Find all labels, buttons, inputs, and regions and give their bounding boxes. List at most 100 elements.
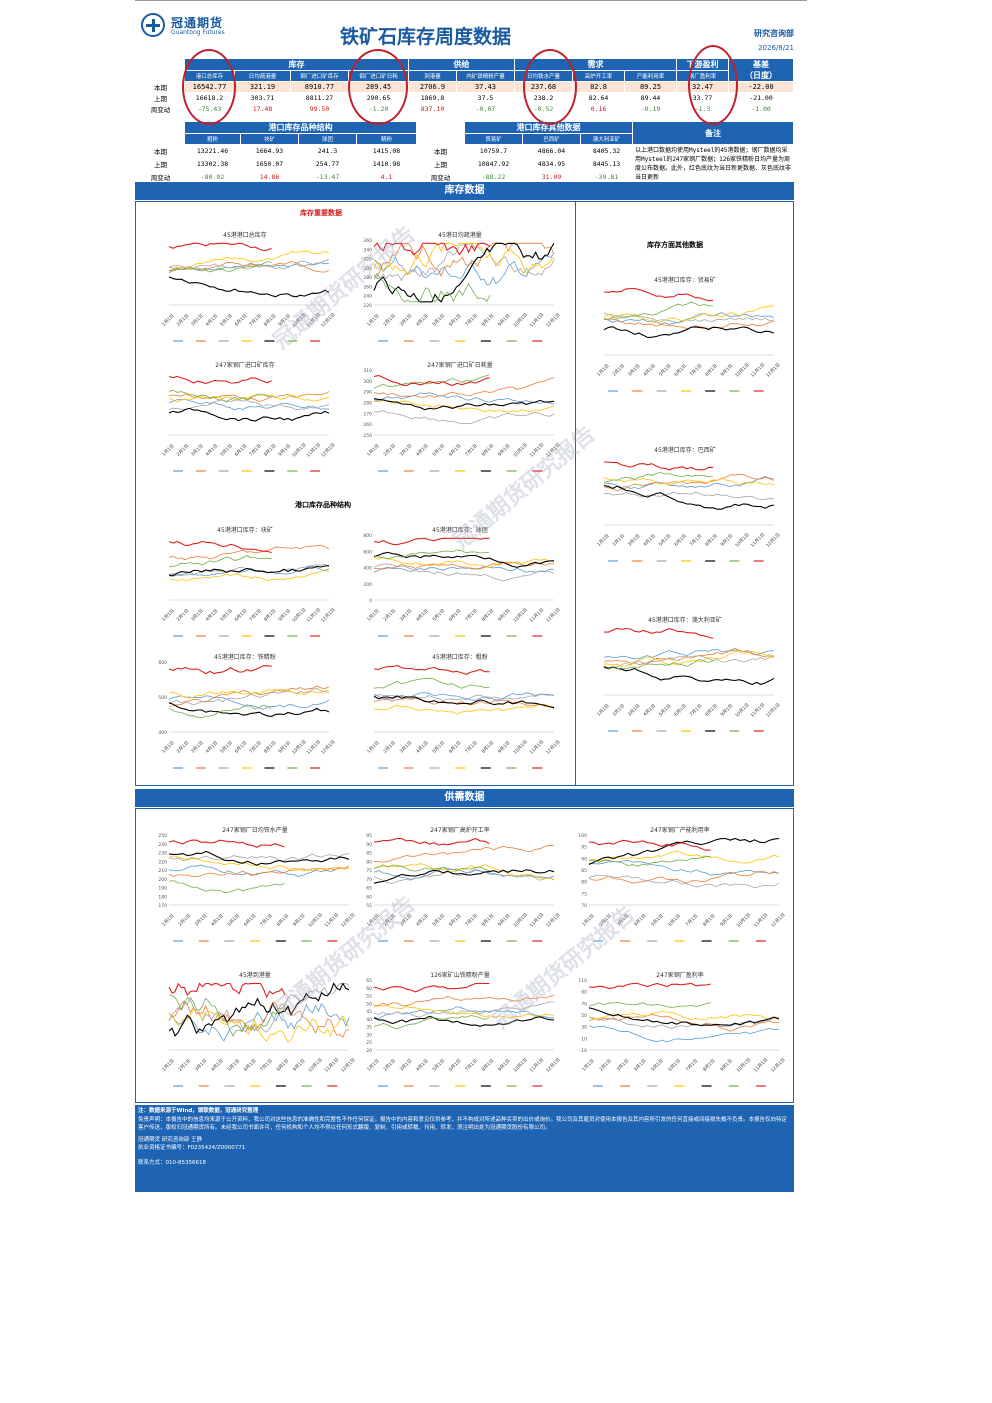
- x-tick-label: 12月1日: [545, 312, 560, 329]
- column-header: 粗粉: [184, 133, 241, 145]
- series-line: [588, 839, 711, 851]
- column-header: 贸易矿: [464, 133, 523, 145]
- table-cell: 321.19: [234, 81, 291, 93]
- x-tick-label: 6月1日: [234, 313, 249, 328]
- chart-plot: 1月1日 2月1日 3月1日 4月1日 5月1日 6月1日 7月1日 8月1日 9月1日 10月1…: [161, 540, 335, 637]
- section-inventory: 库存数据: [135, 182, 794, 200]
- y-tick-label: 110: [578, 978, 587, 984]
- row-label: 周变动: [136, 170, 185, 184]
- corner-cell: [136, 58, 185, 82]
- table-cell: 1664.93: [240, 144, 299, 158]
- y-tick-label: 30: [366, 1032, 372, 1038]
- chart-c15: 45港到港量 1月1日 2月1日 3月1日 4月1日 5月1日 6月1日 7月1日 8月1日 9月…: [155, 970, 355, 1090]
- chart-plot: 1月1日 2月1日 3月1日 4月1日 5月1日 6月1日 7月1日 8月1日 9月1日 10月1…: [161, 242, 335, 342]
- x-tick-label: 9月1日: [719, 913, 734, 928]
- structure-subtitle: 港口库存品种结构: [295, 501, 351, 509]
- x-tick-label: 2月1日: [177, 1058, 192, 1073]
- series-line: [168, 880, 285, 894]
- chart-title: 45港日均疏港量: [438, 232, 482, 239]
- x-tick-label: 10月1日: [734, 532, 751, 549]
- highlight-circle: [688, 45, 738, 125]
- y-tick-label: 100: [578, 833, 587, 839]
- x-tick-label: 6月1日: [234, 740, 249, 755]
- x-tick-label: 8月1日: [704, 363, 719, 378]
- series-line: [373, 677, 490, 689]
- x-tick-label: 5月1日: [650, 913, 665, 928]
- x-tick-label: 6月1日: [234, 608, 249, 623]
- x-tick-label: 9月1日: [277, 608, 292, 623]
- x-tick-label: 4月1日: [210, 913, 225, 928]
- series-line: [373, 549, 490, 560]
- table-cell: 1869.8: [408, 92, 457, 104]
- x-tick-label: 9月1日: [497, 740, 512, 755]
- x-tick-label: 4月1日: [205, 313, 220, 328]
- y-tick-label: 270: [363, 411, 372, 417]
- chart-title: 247家钢厂盈利率: [656, 972, 704, 979]
- chart-title: 45港港口库存：粗粉: [432, 654, 488, 661]
- series-line: [168, 855, 350, 872]
- x-tick-label: 2月1日: [382, 443, 397, 458]
- column-header: 内矿铁精粉产量: [456, 70, 515, 82]
- series-line: [168, 1003, 350, 1042]
- series-line: [603, 655, 775, 669]
- highlight-circle: [348, 49, 408, 125]
- series-line: [373, 664, 490, 675]
- x-tick-label: 8月1日: [704, 533, 719, 548]
- x-tick-label: 7月1日: [248, 443, 263, 458]
- series-line: [168, 563, 330, 576]
- x-tick-label: 11月1日: [324, 912, 341, 929]
- y-tick-label: 80: [581, 880, 587, 886]
- data-source: 注：数据来源于Wind，钢联数据，冠通研究整理: [138, 1108, 259, 1114]
- x-tick-label: 4月1日: [415, 313, 430, 328]
- series-line: [603, 627, 714, 639]
- y-tick-label: 60: [366, 894, 372, 900]
- x-tick-label: 5月1日: [658, 363, 673, 378]
- top-rule: [135, 0, 807, 1]
- table-cell: 10759.7: [464, 144, 523, 158]
- department: 研究咨询部: [754, 29, 794, 38]
- y-tick-label: 95: [581, 845, 587, 851]
- column-header: 球团: [298, 133, 357, 145]
- chart-title: 45港港口库存：贸易矿: [654, 277, 716, 284]
- y-tick-label: 10: [581, 1036, 587, 1042]
- table-cell: 1410.98: [356, 157, 417, 171]
- series-line: [168, 569, 330, 582]
- x-tick-label: 2月1日: [176, 443, 191, 458]
- y-tick-label: -10: [580, 1048, 587, 1054]
- x-tick-label: 7月1日: [685, 1058, 700, 1073]
- chart-c17: 247家钢厂盈利率 110 90 70 50 30 10 -10 1月1日 2月1日 3月1日 4月1…: [575, 970, 785, 1090]
- series-line: [168, 261, 330, 273]
- x-tick-label: 10月1日: [512, 739, 529, 756]
- series-line: [373, 704, 555, 715]
- series-line: [373, 563, 555, 582]
- table-cell: 303.71: [234, 92, 291, 104]
- y-tick-label: 65: [366, 978, 372, 984]
- series-line: [373, 692, 555, 701]
- series-line: [168, 982, 350, 1037]
- x-tick-label: 3月1日: [399, 740, 414, 755]
- x-tick-label: 5月1日: [431, 313, 446, 328]
- chart-c9: 45港港口库存：贸易矿 1月1日 2月1日 3月1日 4月1日 5月1日 6月1日 7月1日 8…: [590, 275, 780, 395]
- x-tick-label: 2月1日: [382, 608, 397, 623]
- series-line: [373, 1015, 490, 1030]
- table-cell: 8910.77: [290, 81, 349, 93]
- highlight-circle: [523, 49, 577, 125]
- x-tick-label: 6月1日: [243, 913, 258, 928]
- x-tick-label: 9月1日: [292, 913, 307, 928]
- chart-c7: 45港港口库存：铁精粉 600 500 400 1月1日 2月1日 3月1日 4月1日 5月1日…: [155, 652, 335, 772]
- x-tick-label: 1月1日: [581, 1058, 596, 1073]
- x-tick-label: 2月1日: [176, 608, 191, 623]
- x-tick-label: 2月1日: [177, 913, 192, 928]
- y-tick-label: 400: [158, 730, 167, 736]
- x-tick-label: 1月1日: [161, 313, 176, 328]
- x-tick-label: 9月1日: [719, 1058, 734, 1073]
- chart-plot: 1月1日 2月1日 3月1日 4月1日 5月1日 6月1日 7月1日 8月1日 9月1日 10月1…: [161, 982, 355, 1087]
- y-tick-label: 250: [363, 433, 372, 439]
- table-cell: 82.64: [572, 92, 625, 104]
- series-line: [168, 555, 272, 568]
- y-tick-label: 260: [363, 284, 372, 290]
- x-tick-label: 2月1日: [382, 313, 397, 328]
- section-supply: 供需数据: [135, 789, 794, 807]
- column-header: 精粉: [356, 133, 417, 145]
